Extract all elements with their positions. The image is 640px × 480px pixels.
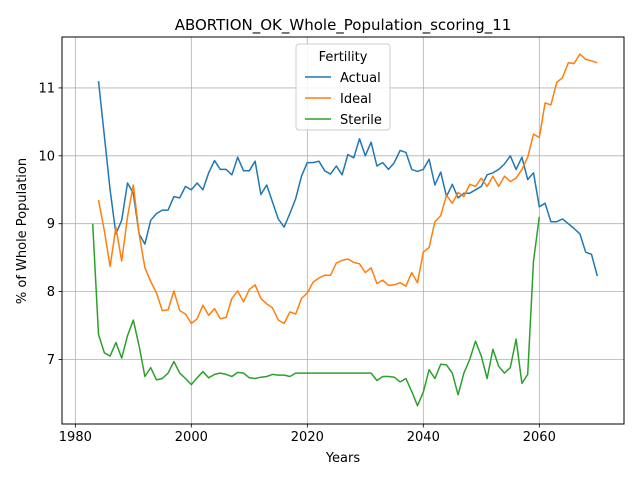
- plot-frame: [61, 36, 625, 425]
- x-axis-title: Years: [325, 451, 361, 466]
- legend-entries: Actual Ideal Sterile: [305, 71, 382, 128]
- y-tick-label: 7: [47, 353, 55, 368]
- x-tick-label: 2060: [523, 430, 556, 445]
- series-line-sterile: [91, 216, 541, 407]
- legend: Fertility Actual Ideal Sterile: [295, 43, 391, 131]
- legend-box: [295, 43, 391, 131]
- series-line-actual: [97, 81, 599, 277]
- chart-title: ABORTION_OK_Whole_Population_scoring_11: [175, 16, 512, 35]
- y-axis-title: % of Whole Population: [15, 158, 30, 304]
- legend-title: Fertility: [319, 50, 368, 65]
- legend-label-sterile: Sterile: [340, 113, 382, 128]
- ticks: 1980 2000 2020 2040 2060 7 8 9 10 11: [38, 81, 555, 445]
- x-tick-label: 1980: [59, 430, 92, 445]
- y-tick-label: 8: [47, 285, 55, 300]
- y-tick-label: 11: [38, 81, 55, 96]
- legend-label-actual: Actual: [340, 71, 381, 86]
- x-tick-label: 2020: [291, 430, 324, 445]
- y-tick-label: 9: [47, 217, 55, 232]
- series-layer: [91, 53, 599, 407]
- series-line-ideal: [97, 53, 598, 325]
- x-tick-label: 2040: [407, 430, 440, 445]
- x-tick-label: 2000: [175, 430, 208, 445]
- legend-label-ideal: Ideal: [340, 92, 372, 107]
- y-tick-label: 10: [38, 149, 55, 164]
